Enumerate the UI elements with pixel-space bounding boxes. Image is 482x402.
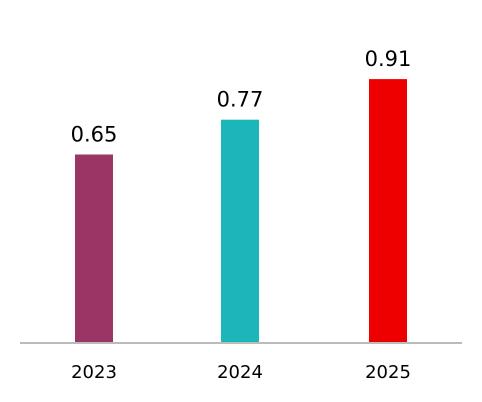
- x-tick-label-2023: 2023: [71, 362, 117, 383]
- bar-2025: [369, 79, 407, 343]
- x-tick-label-2025: 2025: [365, 362, 411, 383]
- x-tick-labels-group: 2023 2024 2025: [71, 362, 411, 383]
- bar-2023: [75, 154, 113, 343]
- data-label-2024: 0.77: [217, 88, 264, 112]
- data-label-2025: 0.91: [365, 47, 412, 71]
- value-labels-group: 0.65 0.77 0.91: [71, 47, 412, 146]
- x-tick-label-2024: 2024: [217, 362, 263, 383]
- data-label-2023: 0.65: [71, 123, 118, 147]
- bars-group: [75, 79, 407, 343]
- bar-2024: [221, 119, 259, 343]
